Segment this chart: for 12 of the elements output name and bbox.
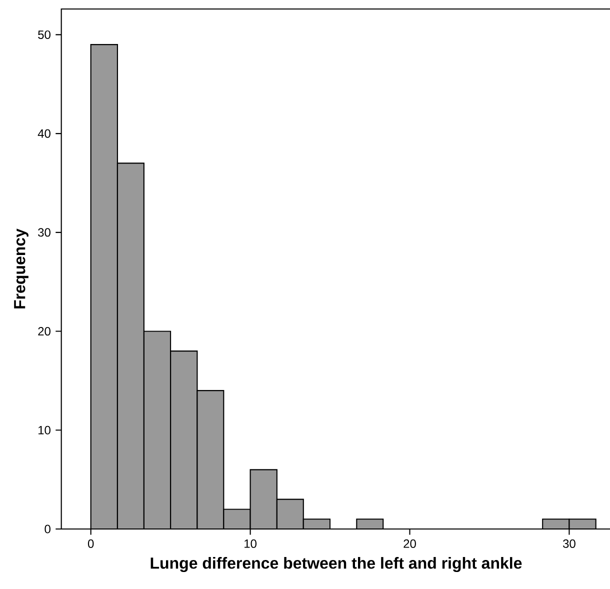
y-tick-label: 40 [38,129,50,138]
x-axis-title: Lunge difference between the left and right ankle [150,557,522,572]
y-tick-label: 30 [38,228,50,237]
y-tick-label: 50 [38,30,50,39]
y-tick-label: 0 [44,524,50,534]
y-tick-label: 20 [38,327,50,336]
x-tick-label: 30 [563,539,576,548]
x-tick-label: 0 [88,539,94,548]
x-tick-label: 20 [404,539,416,548]
y-tick-label: 10 [38,426,50,434]
x-tick-label: 10 [244,539,257,548]
y-axis-title: Frequency [14,228,28,308]
